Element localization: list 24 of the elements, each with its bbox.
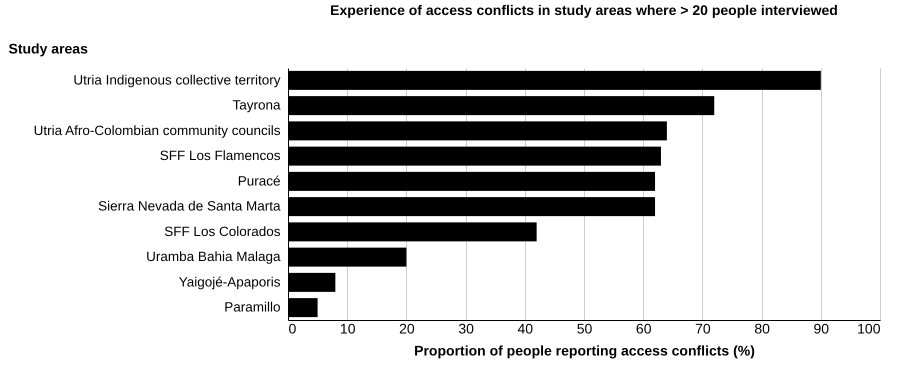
y-tick-label: SFF Los Flamencos — [160, 148, 281, 164]
x-tick-label: 30 — [458, 320, 474, 336]
y-tick-label: SFF Los Colorados — [164, 224, 281, 239]
x-tick-label: 40 — [518, 320, 534, 336]
x-tick-label: 60 — [636, 320, 652, 336]
y-axis-title: Study areas — [8, 40, 88, 56]
y-tick-label: Sierra Nevada de Santa Marta — [98, 198, 281, 214]
y-tick-label: Utria Indigenous collective territory — [73, 72, 281, 88]
x-tick-label: 80 — [754, 320, 770, 336]
y-tick-label: Paramillo — [224, 300, 280, 315]
y-tick-label: Puracé — [238, 173, 280, 188]
y-tick-label: Utria Afro-Colombian community councils — [34, 122, 281, 138]
y-tick-label: Uramba Bahia Malaga — [146, 249, 281, 264]
x-tick-label: 100 — [857, 320, 881, 336]
x-tick-label: 20 — [399, 320, 415, 336]
x-tick-label: 70 — [695, 320, 711, 336]
y-tick-label: Tayrona — [232, 98, 281, 113]
y-tick-label: Yaigojé-Apaporis — [178, 274, 281, 290]
x-tick-label: 0 — [288, 320, 296, 336]
x-tick-label: 90 — [814, 320, 830, 336]
x-tick-label: 50 — [576, 320, 592, 336]
x-axis-title: Proportion of people reporting access conflicts (%) — [414, 342, 755, 358]
x-tick-label: 10 — [340, 320, 356, 336]
chart-title: Experience of access conflicts in study areas where > 20 people interviewed — [330, 2, 838, 18]
